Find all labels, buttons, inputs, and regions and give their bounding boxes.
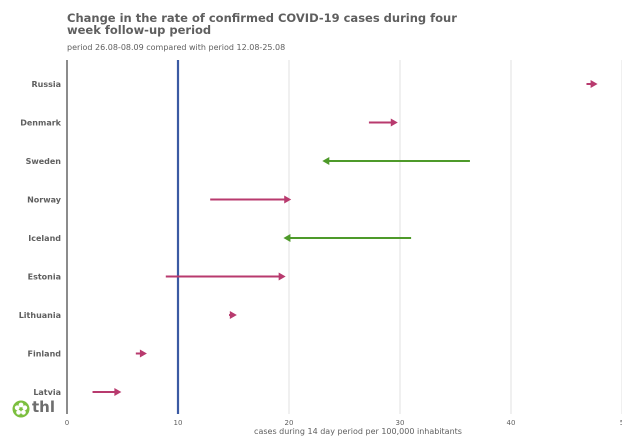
x-tick-label: 30 <box>396 419 405 427</box>
x-tick-label: 20 <box>285 419 294 427</box>
x-tick-label: 40 <box>507 419 516 427</box>
change-arrow-head <box>139 349 147 358</box>
logo-text: thl <box>32 398 55 416</box>
category-label: Lithuania <box>19 311 61 320</box>
category-label: Iceland <box>28 234 61 243</box>
change-arrow-head <box>229 311 237 319</box>
category-label: Russia <box>31 80 61 89</box>
x-tick-label: 5 <box>620 419 622 427</box>
category-label: Norway <box>27 196 62 205</box>
change-arrow-head <box>322 157 330 165</box>
x-tick-label: 10 <box>174 419 183 427</box>
category-label: Sweden <box>26 157 62 166</box>
change-arrow-head <box>590 80 598 88</box>
change-arrow-head <box>390 118 398 127</box>
chart-subtitle: period 26.08-08.09 compared with period … <box>67 43 286 52</box>
chart-title: Change in the rate of confirmed COVID-19… <box>67 11 457 37</box>
change-arrow-head <box>278 272 286 281</box>
change-arrow-head <box>114 388 122 396</box>
thl-logo: thl <box>12 398 60 420</box>
category-label: Latvia <box>33 388 61 397</box>
change-arrow-head <box>284 195 292 204</box>
change-arrow-head <box>283 234 291 242</box>
category-label: Denmark <box>20 119 61 128</box>
category-label: Estonia <box>28 273 61 282</box>
flower-icon <box>12 400 30 418</box>
category-label: Finland <box>28 350 62 359</box>
x-tick-label: 0 <box>65 419 69 427</box>
x-axis-label: cases during 14 day period per 100,000 i… <box>254 427 462 436</box>
